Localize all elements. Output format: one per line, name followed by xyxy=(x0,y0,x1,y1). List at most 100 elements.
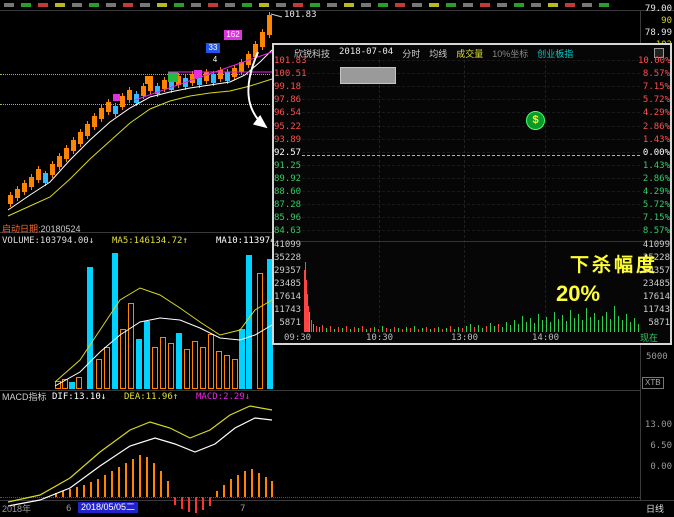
signal-marker: 33 xyxy=(206,43,220,53)
top-menu-bar[interactable] xyxy=(0,1,674,9)
signal-marker xyxy=(168,72,178,82)
inset-volume-bar xyxy=(426,327,427,332)
inset-scale-toggle[interactable]: 10%坐标 xyxy=(492,49,529,59)
inset-volume-bar xyxy=(506,322,507,332)
inset-gridline-h xyxy=(302,151,640,153)
menu-item-dash xyxy=(429,3,439,7)
inset-gridline-h xyxy=(302,217,640,219)
inset-volume-bar xyxy=(311,320,312,332)
inset-gridline-v xyxy=(379,60,380,333)
inset-volume-label: 29357 xyxy=(642,266,670,276)
inset-volume-divider xyxy=(274,241,670,242)
inset-volume-label: 17614 xyxy=(274,292,302,302)
menu-item-dash xyxy=(225,3,235,7)
menu-item-dash xyxy=(565,3,575,7)
inset-header: 欣锐科技 2018-07-04 分时 均线 成交量 10%坐标 创业板指 xyxy=(294,47,573,60)
menu-item-dash xyxy=(72,3,82,7)
macd-bar xyxy=(230,479,232,497)
inset-volume-toggle[interactable]: 成交量 xyxy=(456,49,484,59)
tool-tag-button[interactable]: XTB xyxy=(642,377,664,389)
inset-price-label: 96.54 xyxy=(274,108,302,119)
inset-tooltip-box xyxy=(340,67,396,84)
pane-divider-macd xyxy=(0,390,640,391)
inset-volume-bar xyxy=(418,329,419,332)
inset-price-label: 88.60 xyxy=(274,187,302,197)
inset-time-label: 09:30 xyxy=(284,333,312,343)
macd-dea-label: DEA:11.96↑ xyxy=(124,392,179,402)
inset-ma-toggle[interactable]: 均线 xyxy=(429,49,448,59)
annotation-selloff-label: 下杀幅度 xyxy=(570,255,659,276)
volume-bar xyxy=(168,343,174,389)
inset-volume-label: 41099 xyxy=(642,240,670,250)
inset-volume-bar xyxy=(322,325,323,332)
candlestick xyxy=(246,54,251,65)
inset-price-label: 93.89 xyxy=(274,134,302,145)
inset-volume-bar xyxy=(502,327,503,332)
menu-item-dash xyxy=(548,3,558,7)
macd-bar xyxy=(223,485,225,497)
inset-price-label: 101.83 xyxy=(274,56,307,66)
candlestick xyxy=(29,177,34,187)
annotation-percent-label: 20% xyxy=(556,281,601,306)
macd-zero-line xyxy=(0,497,640,498)
inset-date: 2018-07-04 xyxy=(339,47,394,57)
inset-gridline-h xyxy=(302,138,640,140)
macd-bar xyxy=(111,471,113,497)
macd-bar xyxy=(104,475,106,497)
axis-year-label: 2018年 xyxy=(2,504,32,514)
inset-percent-label: 5.72% xyxy=(642,95,670,106)
candlestick xyxy=(113,106,118,114)
inset-gridline-h xyxy=(302,60,640,61)
chart-line xyxy=(270,13,283,18)
inset-percent-label: 2.86% xyxy=(642,121,670,132)
inset-volume-label: 5871 xyxy=(279,318,301,328)
inset-price-label: 95.22 xyxy=(274,121,302,132)
signal-marker: 162 xyxy=(224,30,242,40)
axis-month-right: 7 xyxy=(240,504,246,514)
inset-volume-bar xyxy=(638,324,639,332)
inset-volume-bar xyxy=(422,328,423,332)
macd-bar xyxy=(202,497,204,510)
inset-percent-label: 5.72% xyxy=(642,200,670,211)
signal-marker xyxy=(145,76,153,84)
price-axis-label: 90 xyxy=(661,16,672,26)
inset-gridline-h xyxy=(302,177,640,179)
candlestick xyxy=(239,62,244,72)
menu-item-dash xyxy=(106,3,116,7)
inset-volume-bar xyxy=(474,327,475,332)
inset-volume-bar xyxy=(446,328,447,332)
inset-volume-bar xyxy=(305,262,306,332)
inset-volume-bar xyxy=(622,320,623,332)
menu-item-dash xyxy=(514,3,524,7)
menu-item-dash xyxy=(446,3,456,7)
volume-bar xyxy=(69,382,75,389)
menu-item-dash xyxy=(361,3,371,7)
inset-volume-bar xyxy=(319,327,320,332)
selected-date-box: 2018/05/05二 xyxy=(78,502,139,513)
volume-bar xyxy=(152,347,158,389)
macd-bar xyxy=(76,487,78,497)
inset-index-toggle[interactable]: 创业板指 xyxy=(537,49,574,59)
menu-item-dash xyxy=(412,3,422,7)
inset-close-icon[interactable] xyxy=(654,48,664,58)
inset-volume-bar xyxy=(442,329,443,332)
inset-percent-label: 10.00% xyxy=(638,56,671,66)
volume-bar xyxy=(144,321,150,389)
inset-volume-bar xyxy=(362,326,363,332)
candlestick xyxy=(218,70,223,79)
inset-volume-bar xyxy=(366,329,367,332)
inset-gridline-h xyxy=(302,125,640,127)
volume-bar xyxy=(120,329,126,389)
dollar-signal-badge: $ xyxy=(526,111,545,130)
menu-item-dash xyxy=(242,3,252,7)
inset-time-label: 13:00 xyxy=(451,333,479,343)
price-axis-label: 78.99 xyxy=(644,28,672,38)
inset-volume-label: 29357 xyxy=(274,266,302,276)
menu-item-dash xyxy=(4,3,14,7)
period-selector[interactable]: 日线 xyxy=(646,504,665,514)
macd-bar xyxy=(90,482,92,497)
menu-item-dash xyxy=(208,3,218,7)
macd-axis-label: 0.00 xyxy=(650,462,672,472)
menu-item-dash xyxy=(463,3,473,7)
macd-bar xyxy=(146,457,148,497)
